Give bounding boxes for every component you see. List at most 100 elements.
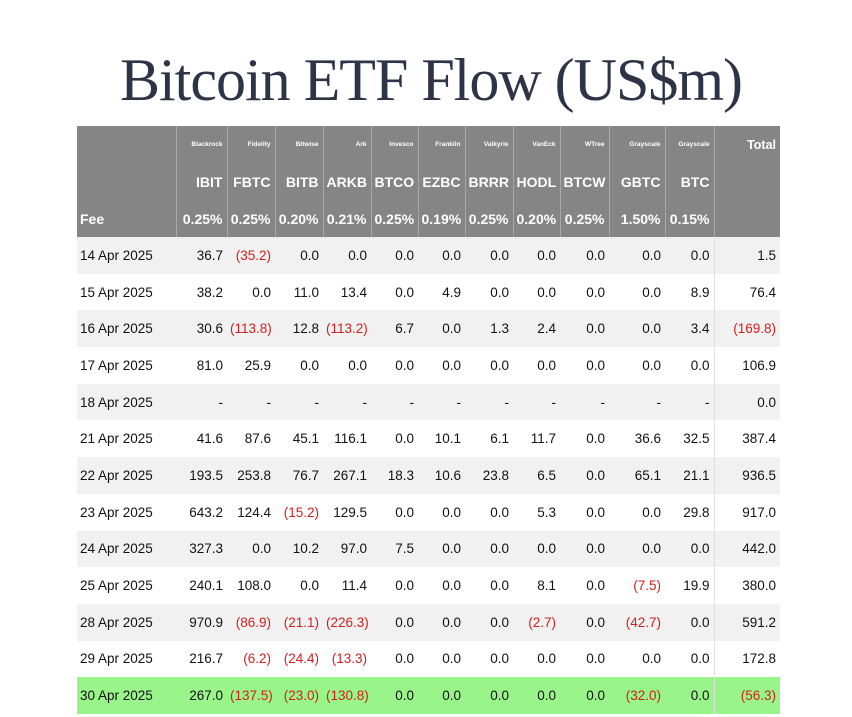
flow-value-cell: 0.0 [227,530,275,568]
flow-value-cell: 3.4 [665,310,714,348]
flow-value-cell: 0.0 [371,567,418,604]
flow-value-cell: 0.0 [418,237,465,274]
flow-value-cell: - [227,383,275,421]
flow-value-cell: 0.0 [371,640,418,678]
flow-value-cell: (86.9) [227,603,275,641]
total-cell: 591.2 [713,603,780,641]
issuer-header: Franklin [417,126,465,163]
flow-value-cell: 0.0 [609,237,665,274]
date-cell: 22 Apr 2025 [77,457,176,494]
flow-value-cell: (23.0) [275,677,323,714]
flow-value-cell: - [560,383,609,421]
flow-value-cell: 0.0 [513,347,560,384]
fee-header-row: Fee 0.25% 0.25% 0.20% 0.21% 0.25% 0.19% 0.25% 0.… [77,201,780,237]
flow-value-cell: - [418,383,465,421]
flow-value-cell: 25.9 [227,347,275,384]
flow-value-cell: 0.0 [227,273,275,311]
flow-value-cell: - [665,383,714,421]
flow-value-cell: 970.9 [176,603,227,641]
flow-value-cell: 29.8 [665,493,714,531]
fee-value: 0.25% [370,201,418,237]
flow-value-cell: 0.0 [465,347,513,384]
total-header-blank [713,201,780,237]
table-row: 29 Apr 2025 216.7 (6.2) (24.4) (13.3) 0.0 0.0 0… [77,640,780,678]
flow-value-cell: 0.0 [609,640,665,678]
flow-value-cell: 11.4 [323,567,371,604]
flow-value-cell: 0.0 [371,493,418,531]
flow-value-cell: 193.5 [176,457,227,494]
table-row: 23 Apr 2025 643.2 124.4 (15.2) 129.5 0.0 0.0 0.… [77,493,780,531]
table-row: 25 Apr 2025 240.1 108.0 0.0 11.4 0.0 0.0 0.0 8.1… [77,567,780,604]
flow-value-cell: 0.0 [275,567,323,604]
flow-value-cell: 0.0 [418,567,465,604]
flow-value-cell: 1.3 [465,310,513,348]
flow-value-cell: 36.6 [609,420,665,458]
table-body: 14 Apr 2025 36.7 (35.2) 0.0 0.0 0.0 0.0 0.0 0.0 0… [77,237,780,714]
table-row: 28 Apr 2025 970.9 (86.9) (21.1) (226.3) 0.0 0.… [77,603,780,641]
flow-value-cell: 0.0 [609,273,665,311]
flow-value-cell: 0.0 [560,237,609,274]
flow-value-cell: 0.0 [665,347,714,384]
flow-value-cell: 0.0 [560,640,609,678]
ticker-header: GBTC [608,163,665,201]
flow-value-cell: 0.0 [665,237,714,274]
flow-value-cell: 0.0 [465,530,513,568]
flow-value-cell: 267.0 [176,677,227,714]
flow-value-cell: 0.0 [665,640,714,678]
flow-value-cell: 45.1 [275,420,323,458]
flow-value-cell: 0.0 [560,457,609,494]
flow-value-cell: (13.3) [323,640,371,678]
flow-value-cell: 10.1 [418,420,465,458]
flow-value-cell: (113.8) [227,310,275,348]
flow-value-cell: 0.0 [465,640,513,678]
ticker-header: BTC [664,163,714,201]
ticker-header: BTCW [559,163,609,201]
flow-value-cell: 253.8 [227,457,275,494]
flow-value-cell: 0.0 [465,493,513,531]
flow-value-cell: 6.5 [513,457,560,494]
flow-value-cell: 216.7 [176,640,227,678]
ticker-header: BITB [274,163,323,201]
flow-value-cell: 38.2 [176,273,227,311]
total-cell: (56.3) [713,677,780,714]
flow-value-cell: 11.0 [275,273,323,311]
total-cell: 106.9 [713,347,780,384]
flow-value-cell: 0.0 [418,530,465,568]
flow-value-cell: (6.2) [227,640,275,678]
flow-value-cell: 0.0 [275,347,323,384]
flow-value-cell: 0.0 [560,603,609,641]
total-cell: 936.5 [713,457,780,494]
flow-value-cell: 0.0 [665,603,714,641]
header-corner-cell [77,163,176,201]
flow-value-cell: 36.7 [176,237,227,274]
fee-value: 0.19% [417,201,465,237]
table-header: Blackrock Fidelity Bitwise Ark Invesco Frankl… [77,126,780,237]
flow-value-cell: 124.4 [227,493,275,531]
table-row: 24 Apr 2025 327.3 0.0 10.2 97.0 7.5 0.0 0.0 0.0 0… [77,530,780,568]
date-cell: 28 Apr 2025 [77,603,176,641]
ticker-header: BRRR [464,163,513,201]
fee-label: Fee [77,201,176,237]
total-cell: 0.0 [713,383,780,421]
flow-value-cell: 6.7 [371,310,418,348]
ticker-header: IBIT [175,163,227,201]
table-row: 14 Apr 2025 36.7 (35.2) 0.0 0.0 0.0 0.0 0.0 0.0 0… [77,237,780,274]
flow-value-cell: (32.0) [609,677,665,714]
flow-value-cell: 0.0 [418,493,465,531]
ticker-header: FBTC [226,163,275,201]
flow-value-cell: (15.2) [275,493,323,531]
issuer-header: Grayscale [664,126,714,163]
header-corner-cell [77,126,176,163]
flow-value-cell: 6.1 [465,420,513,458]
total-cell: 172.8 [713,640,780,678]
issuer-header: WTree [559,126,609,163]
date-cell: 14 Apr 2025 [77,237,176,274]
flow-value-cell: 81.0 [176,347,227,384]
flow-value-cell: 0.0 [465,237,513,274]
flow-value-cell: 12.8 [275,310,323,348]
fee-value: 0.20% [274,201,323,237]
flow-value-cell: 108.0 [227,567,275,604]
total-cell: (169.8) [713,310,780,348]
flow-value-cell: 0.0 [560,530,609,568]
date-cell: 30 Apr 2025 [77,677,176,714]
